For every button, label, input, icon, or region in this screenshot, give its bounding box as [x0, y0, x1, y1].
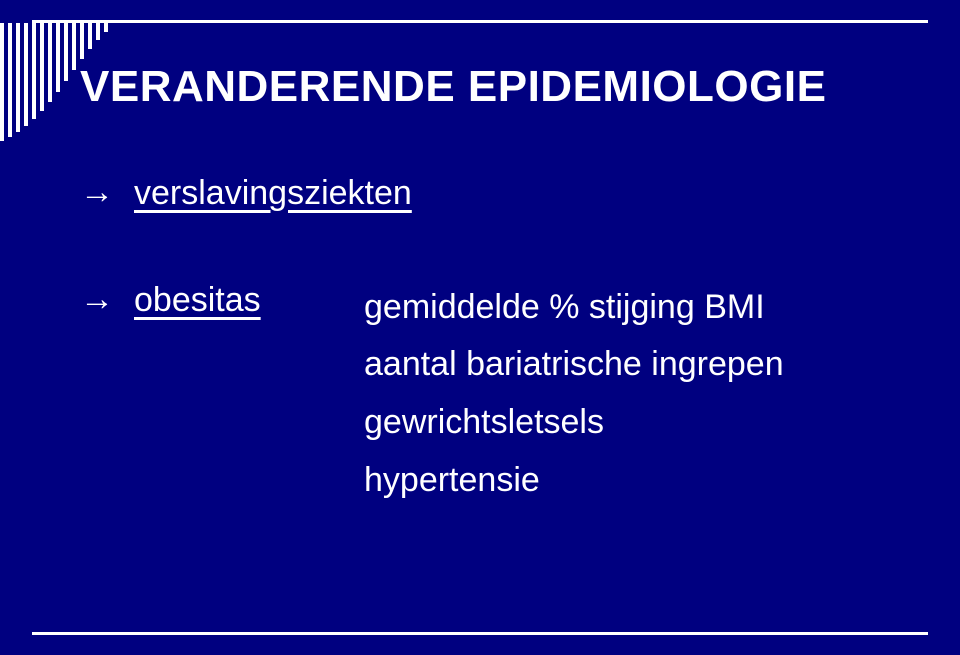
stripe-bar	[40, 23, 44, 111]
sub-line: hypertensie	[364, 452, 784, 510]
stripe-bar	[104, 23, 108, 32]
stripe-bar	[88, 23, 92, 49]
arrow-icon: →	[80, 279, 116, 320]
arrow-icon: →	[80, 172, 116, 213]
slide-title: VERANDERENDE EPIDEMIOLOGIE	[80, 62, 920, 112]
bullet-label: verslavingsziekten	[134, 172, 412, 215]
top-rule	[32, 20, 928, 23]
stripe-bar	[56, 23, 60, 92]
stripe-bar	[0, 23, 4, 141]
sub-lines: gemiddelde % stijging BMI aantal bariatr…	[364, 279, 784, 510]
stripe-bar	[96, 23, 100, 40]
bullet-row: → obesitas gemiddelde % stijging BMI aan…	[80, 279, 920, 510]
stripe-bar	[32, 23, 36, 119]
stripe-bar	[72, 23, 76, 70]
sub-line: gemiddelde % stijging BMI	[364, 279, 784, 337]
stripe-bar	[80, 23, 84, 59]
bullet-label: obesitas	[134, 279, 364, 322]
sub-line: gewrichtsletsels	[364, 394, 784, 452]
stripe-bar	[16, 23, 20, 132]
sub-line: aantal bariatrische ingrepen	[364, 336, 784, 394]
stripe-bar	[64, 23, 68, 81]
bottom-rule	[32, 632, 928, 635]
stripe-bar	[48, 23, 52, 102]
bullet-row: → verslavingsziekten	[80, 172, 920, 215]
slide-content: VERANDERENDE EPIDEMIOLOGIE → verslavings…	[80, 62, 920, 574]
stripe-bar	[24, 23, 28, 126]
stripe-bar	[8, 23, 12, 137]
